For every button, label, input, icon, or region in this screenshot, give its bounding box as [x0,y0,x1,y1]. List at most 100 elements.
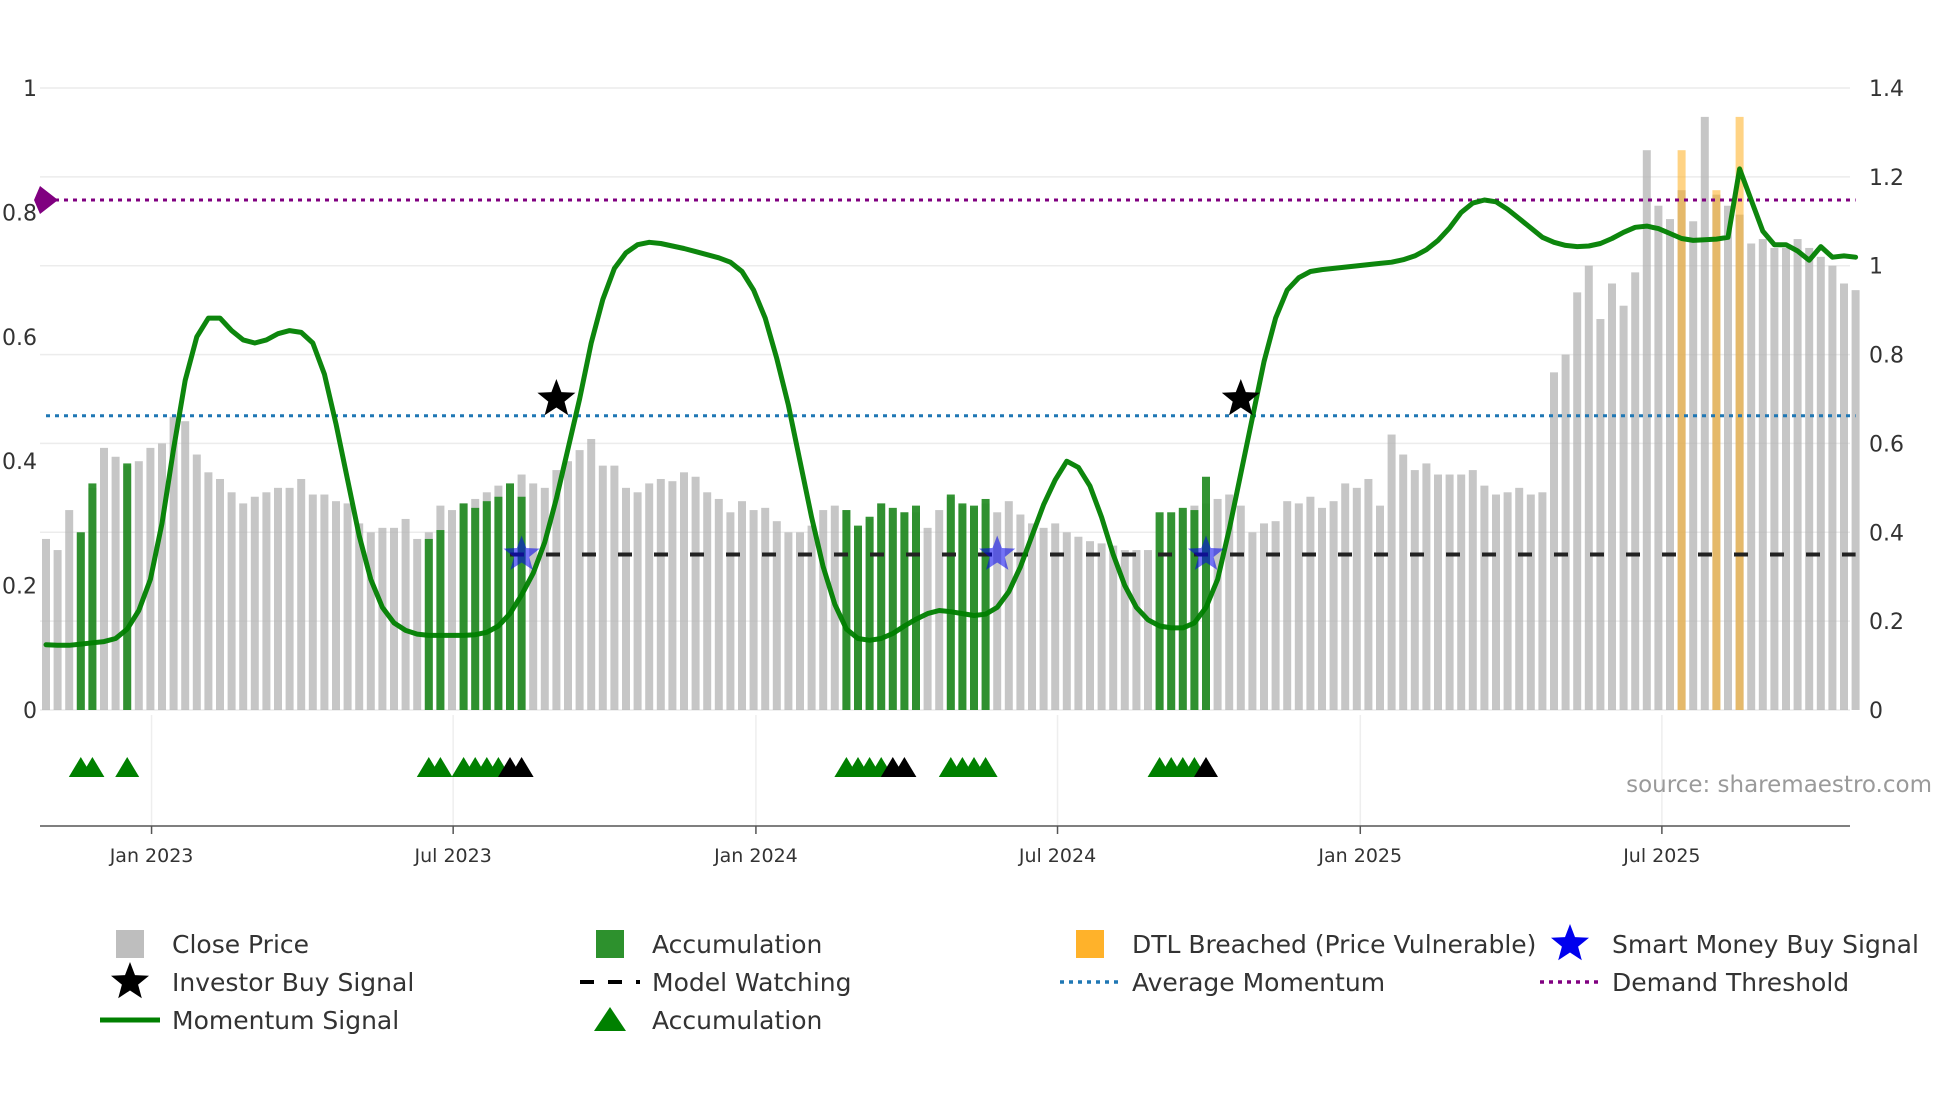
legend-label: Smart Money Buy Signal [1612,930,1919,959]
close-price-bar [1434,474,1442,710]
close-price-bar [1492,494,1500,710]
accumulation-bar [436,530,445,710]
legend-item-triangle: Accumulation [594,1006,822,1035]
accumulation-bar [842,510,851,710]
y-right-tick-label: 1.2 [1869,166,1904,191]
close-price-bar [53,550,62,710]
close-price-bar [923,527,932,710]
close-price-bar [1782,247,1790,710]
close-price-bar [1445,474,1454,710]
accumulation-bar [1167,512,1176,710]
accumulation-bar [865,516,874,710]
close-price-bar [1039,527,1048,710]
close-price-bar [1387,434,1396,710]
smart-money-signal [979,535,1016,570]
close-price-bar [216,478,224,710]
accumulation-triangle [973,757,998,777]
close-price-bar [1468,470,1477,710]
close-price-bar [1770,247,1779,710]
close-price-bar [1352,487,1361,710]
close-price-bar [819,510,828,710]
close-price-bar [1213,498,1222,710]
close-price-bar [807,525,816,710]
close-price-bar [401,518,410,710]
close-price-bar [749,510,758,710]
close-price-bar [239,503,248,710]
accumulation-triangle-black [509,757,534,777]
close-price-bar [1793,239,1802,711]
close-price-bar [297,478,306,710]
accumulation-triangle [80,757,105,777]
close-price-bar [1457,474,1466,710]
accumulation-bar [1178,507,1187,710]
close-price-bar [1294,503,1303,710]
accumulation-bar [888,507,897,710]
close-price-bar [703,492,712,710]
dtl-breached-bar [1712,190,1721,710]
legend-label: Accumulation [652,930,822,959]
close-price-bar [993,512,1002,710]
close-price-bar [1329,501,1338,710]
close-price-bar [772,521,781,710]
legend-swatch [1076,930,1104,958]
close-price-bar [1341,483,1350,710]
close-price-bar [1561,354,1570,710]
legend: Close Price Accumulation DTL Breached (Pri… [100,924,1919,1035]
legend-label: Demand Threshold [1612,968,1849,997]
legend-label: Momentum Signal [172,1006,399,1035]
close-price-bar [134,461,143,710]
legend-item-dtl: DTL Breached (Price Vulnerable) [1076,930,1536,959]
close-price-bar [1805,247,1814,710]
close-price-bar [169,416,178,710]
close-price-bar [1654,205,1663,710]
legend-label: Close Price [172,930,309,959]
close-price-bar [726,512,735,710]
accumulation-bar [123,463,132,710]
close-price-bar [1283,501,1292,710]
close-price-bar [1236,505,1245,710]
legend-item-avg: Average Momentum [1060,968,1385,997]
legend-item-demand: Demand Threshold [1540,968,1849,997]
close-price-bar [1306,496,1315,710]
close-price-bar [1132,550,1141,710]
close-price-bar [1086,541,1094,710]
accumulation-bar [877,503,886,710]
legend-label: Investor Buy Signal [172,968,414,997]
smart-money-legend-icon [1551,924,1589,961]
accumulation-bar [76,532,85,710]
close-price-bar [181,421,190,710]
y-right-tick-label: 1.4 [1869,77,1904,102]
accumulation-bar [494,496,503,710]
close-price-bar [1526,494,1535,710]
close-price-bar [1573,292,1582,710]
close-price-bar [378,527,387,710]
close-price-bar [1016,514,1025,710]
close-price-bar [1376,505,1384,710]
close-price-bar [1410,470,1419,710]
close-price-bar [1120,550,1129,710]
close-price-bar [1074,536,1083,710]
close-price-bar [1225,494,1234,710]
dtl-breached-bar [1735,116,1744,711]
close-price-bar [714,498,723,710]
close-price-bar [1028,523,1036,710]
close-price-bar [1700,116,1709,711]
close-price-bar [552,470,561,710]
accumulation-bar [854,525,862,710]
close-price-bar [1631,272,1640,710]
close-price-bar [1747,243,1756,710]
accumulation-bar [1202,476,1210,710]
accumulation-bar [506,483,514,710]
close-price-bar [796,532,804,710]
accumulation-bars [76,463,1210,710]
legend-swatch [596,930,624,958]
close-price-bar [598,465,607,710]
accumulation-bar [1155,512,1164,710]
close-price-bar [784,532,793,710]
close-price-bar [158,443,166,710]
close-price-bar [1004,501,1013,710]
x-tick-label: Jul 2024 [1018,845,1096,867]
accumulation-bar [517,496,526,710]
y-right-tick-label: 0 [1869,699,1883,724]
